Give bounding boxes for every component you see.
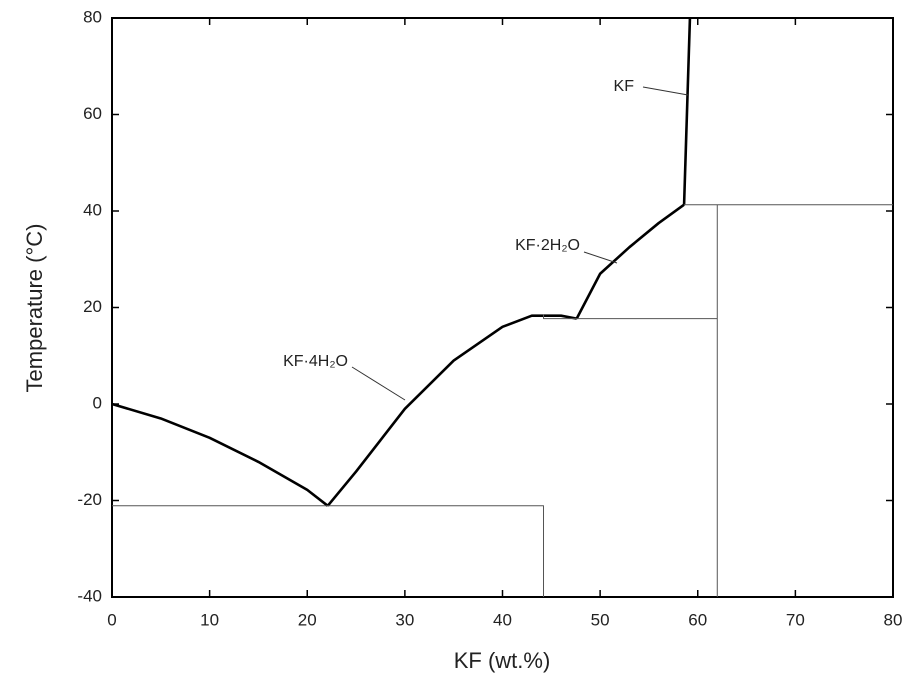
curve [575,203,685,320]
curve [326,314,577,507]
x-tick-label: 20 [298,610,317,629]
y-tick-label: -40 [77,586,102,605]
x-tick-label: 10 [200,610,219,629]
x-tick-label: 0 [107,610,116,629]
y-tick-label: -20 [77,490,102,509]
x-tick-label: 70 [786,610,805,629]
x-tick-label: 40 [493,610,512,629]
y-tick-label: 40 [83,200,102,219]
y-tick-label: 60 [83,104,102,123]
y-tick-label: 0 [93,393,102,412]
curve [112,505,545,597]
curve [543,314,718,320]
leader-line [642,86,689,96]
y-axis-title: Temperature (°C) [22,224,47,393]
y-tick-label: 20 [83,297,102,316]
x-tick-label: 50 [591,610,610,629]
x-tick-label: 80 [884,610,903,629]
series-label: KF·4H₂O [283,353,348,370]
series-label: KF·2H₂O [515,237,580,254]
plot-frame [111,17,894,598]
x-tick-label: 60 [688,610,707,629]
curve [111,402,329,507]
curve [682,17,692,205]
x-axis-title: KF (wt.%) [454,648,551,673]
x-tick-label: 30 [395,610,414,629]
leader-line [583,251,618,264]
leader-line [351,366,406,401]
y-tick-label: 80 [83,7,102,26]
series-label: KF [614,78,635,95]
